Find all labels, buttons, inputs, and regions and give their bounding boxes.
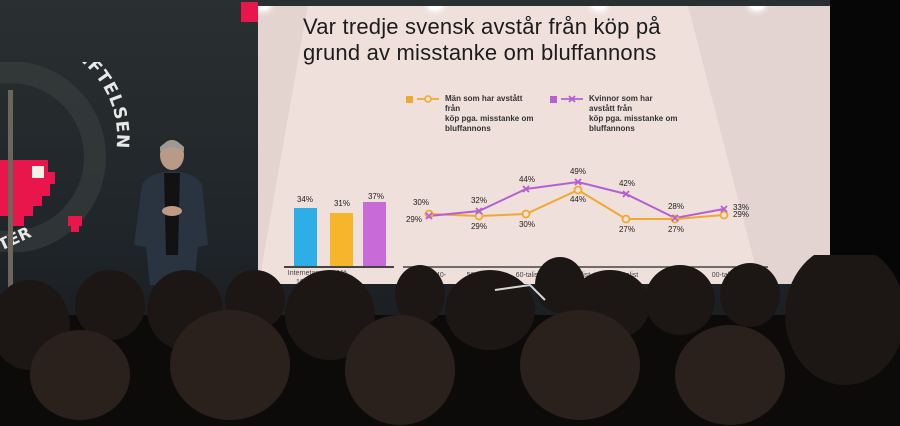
women-value-label: 32%: [470, 196, 487, 205]
stage-light: [750, 6, 764, 10]
presentation-screen: Var tredje svensk avstår från köp på gru…: [258, 6, 830, 284]
bar-internet-users: [294, 208, 317, 266]
stage-light: [258, 6, 270, 10]
men-value-label: 30%: [412, 198, 429, 207]
bar-women: [363, 202, 386, 266]
slide-title: Var tredje svensk avstår från köp på gru…: [303, 14, 661, 65]
x-axis-label: 00-talist: [711, 272, 737, 279]
stage-pole: [8, 90, 13, 290]
legend-swatch-men: [406, 96, 413, 103]
legend-item-men: Män som har avstått från köp pga. missta…: [406, 94, 535, 134]
women-value-label: 42%: [618, 179, 635, 188]
stage-light: [428, 6, 442, 10]
x-axis-label: 60-talist: [515, 272, 541, 279]
women-value-label: 33%: [732, 203, 749, 212]
internetstiftelsen-logo: ERNETSTIFTELSEN INTER: [0, 62, 130, 252]
men-value-label: 27%: [667, 225, 684, 234]
red-accent-panel: [241, 2, 258, 22]
women-value-label: 49%: [569, 167, 586, 176]
legend-item-women: Kvinnor som har avstått från köp pga. mi…: [550, 94, 679, 134]
men-value-label: 29%: [470, 222, 487, 231]
bar-value-label: 37%: [367, 192, 384, 201]
men-value-label: 44%: [569, 195, 586, 204]
men-value-label: 27%: [618, 225, 635, 234]
bar-value-label: 34%: [296, 195, 313, 204]
women-value-label: 28%: [667, 202, 684, 211]
circle-marker-icon: [417, 95, 439, 103]
bar-men: [330, 213, 353, 266]
bar-value-label: 31%: [333, 199, 350, 208]
line-chart: [403, 178, 768, 268]
bar-axis-baseline: [284, 266, 394, 268]
men-value-label: 29%: [732, 210, 749, 219]
men-value-label: 30%: [518, 220, 535, 229]
women-value-label: 29%: [405, 215, 422, 224]
x-marker-icon: [561, 95, 583, 103]
women-value-label: 44%: [518, 175, 535, 184]
legend-swatch-women: [550, 96, 557, 103]
audience-silhouettes: [0, 255, 900, 426]
stage-light: [592, 6, 606, 10]
